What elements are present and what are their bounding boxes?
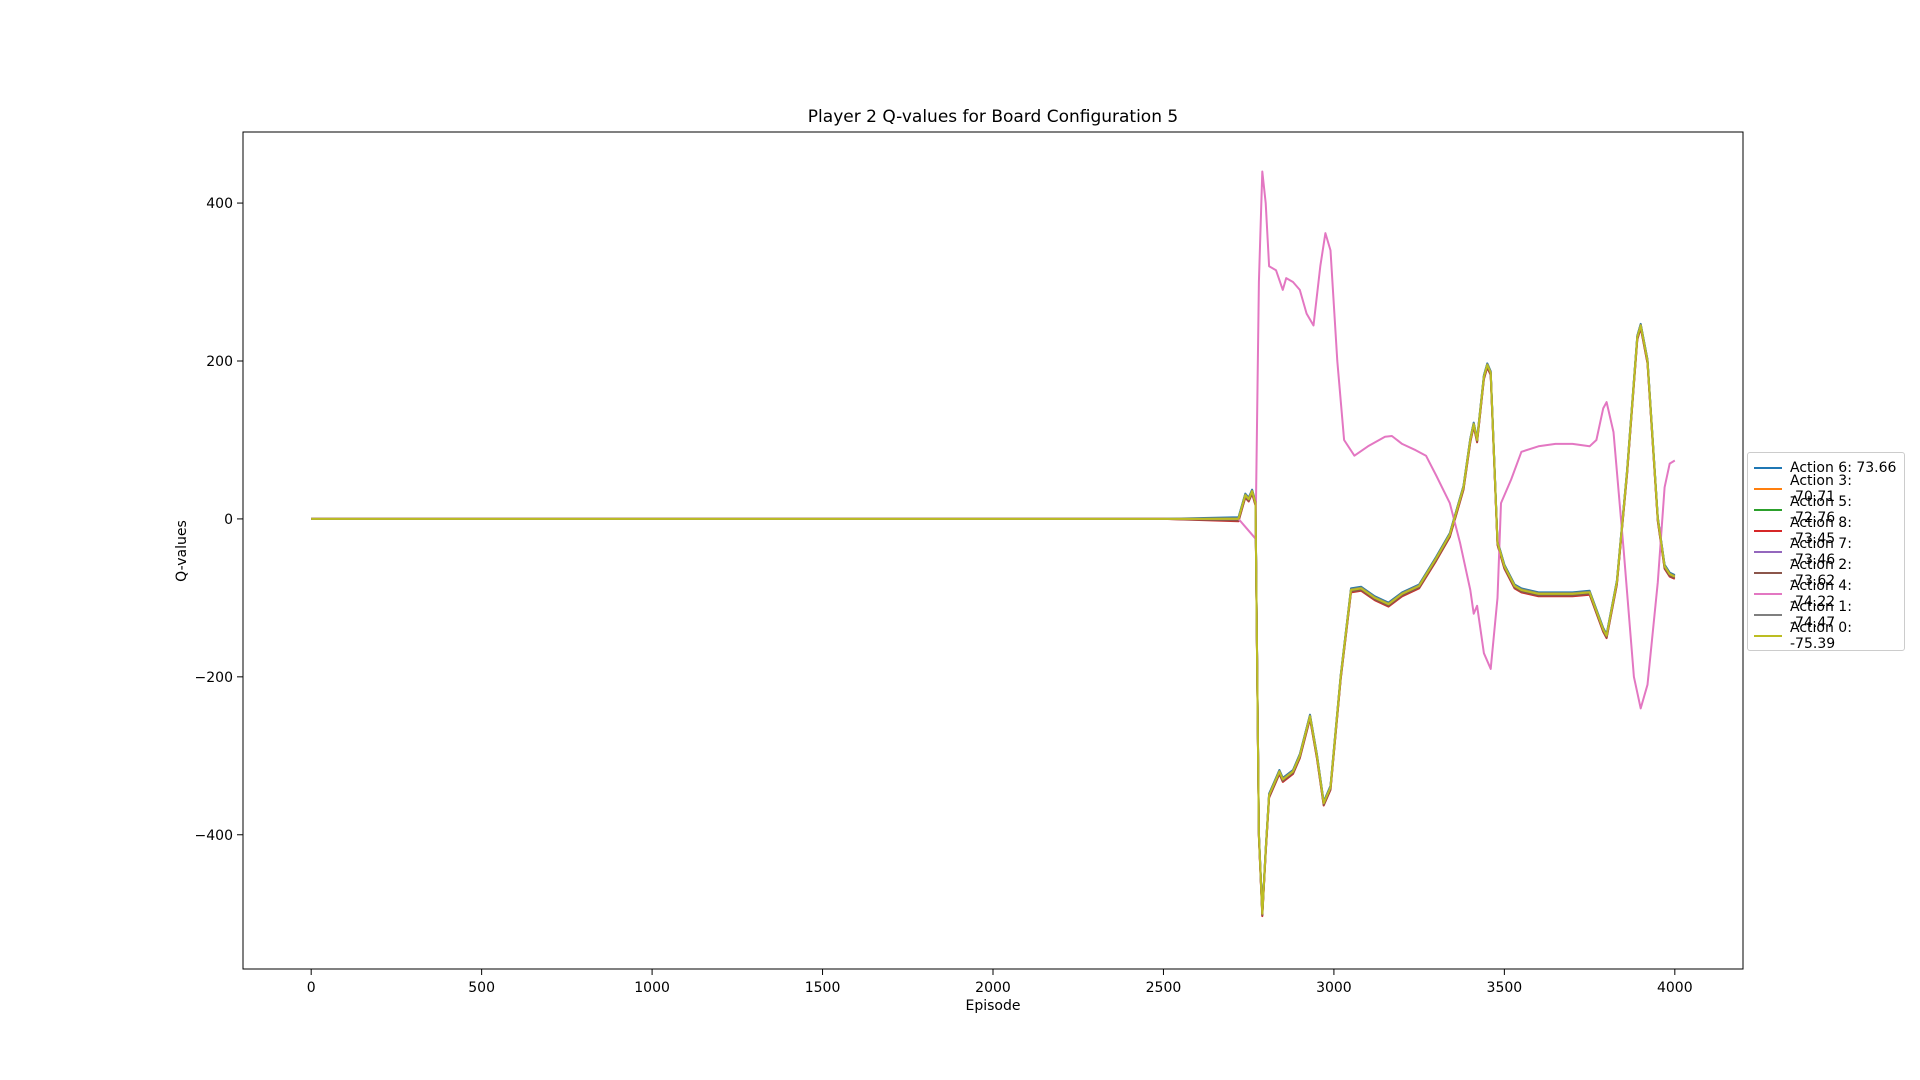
x-tick-label: 1000 xyxy=(634,980,670,996)
x-tick-label: 3000 xyxy=(1316,980,1352,996)
legend-swatch xyxy=(1754,529,1782,532)
legend-item: Action 3: -70.71 xyxy=(1754,473,1898,505)
legend: Action 6: 73.66 Action 3: -70.71 Action 5:… xyxy=(1747,452,1905,652)
y-tick-label: 400 xyxy=(206,196,233,212)
legend-swatch xyxy=(1754,550,1782,553)
x-tick-label: 0 xyxy=(307,980,316,996)
y-tick-label: −400 xyxy=(195,828,233,844)
legend-item: Action 0: -75.39 xyxy=(1754,620,1898,652)
x-tick-label: 1500 xyxy=(805,980,841,996)
legend-swatch xyxy=(1754,592,1782,595)
legend-item: Action 4: -74.22 xyxy=(1754,578,1898,610)
legend-item: Action 6: 73.66 xyxy=(1754,457,1898,478)
x-axis-label: Episode xyxy=(966,998,1021,1014)
legend-swatch xyxy=(1754,613,1782,616)
y-axis-label: Q-values xyxy=(174,520,190,582)
y-tick-label: 200 xyxy=(206,354,233,370)
legend-swatch xyxy=(1754,571,1782,574)
legend-swatch xyxy=(1754,466,1782,469)
legend-label: Action 2: -73.62 xyxy=(1790,556,1852,589)
legend-item: Action 2: -73.62 xyxy=(1754,557,1898,589)
x-axis: 0 500 1000 1500 2000 2500 3000 3500 4000 xyxy=(307,969,1693,996)
legend-label: Action 8: -73.45 xyxy=(1790,514,1852,547)
series-line-8 xyxy=(311,324,1676,915)
legend-item: Action 5: -72.76 xyxy=(1754,494,1898,526)
y-tick-label: −200 xyxy=(195,670,233,686)
series-layer xyxy=(311,170,1676,918)
legend-label: Action 5: -72.76 xyxy=(1790,493,1852,526)
x-tick-label: 2000 xyxy=(975,980,1011,996)
legend-label: Action 3: -70.71 xyxy=(1790,472,1852,505)
chart-title: Player 2 Q-values for Board Configuratio… xyxy=(808,107,1178,127)
legend-item: Action 1: -74.47 xyxy=(1754,599,1898,631)
x-tick-label: 4000 xyxy=(1657,980,1693,996)
plot-background xyxy=(243,132,1743,969)
legend-item: Action 7: -73.46 xyxy=(1754,536,1898,568)
x-tick-label: 3500 xyxy=(1487,980,1523,996)
y-axis: −400 −200 0 200 400 xyxy=(195,196,243,844)
legend-swatch xyxy=(1754,508,1782,511)
series-line-6 xyxy=(311,170,1676,710)
legend-swatch xyxy=(1754,487,1782,490)
legend-item: Action 8: -73.45 xyxy=(1754,515,1898,547)
legend-label: Action 4: -74.22 xyxy=(1790,577,1852,610)
x-tick-label: 2500 xyxy=(1146,980,1182,996)
legend-label: Action 7: -73.46 xyxy=(1790,535,1852,568)
x-tick-label: 500 xyxy=(468,980,495,996)
y-tick-label: 0 xyxy=(224,512,233,528)
legend-label: Action 0: -75.39 xyxy=(1790,619,1852,652)
legend-label: Action 6: 73.66 xyxy=(1790,459,1897,476)
legend-swatch xyxy=(1754,634,1782,637)
legend-label: Action 1: -74.47 xyxy=(1790,598,1852,631)
